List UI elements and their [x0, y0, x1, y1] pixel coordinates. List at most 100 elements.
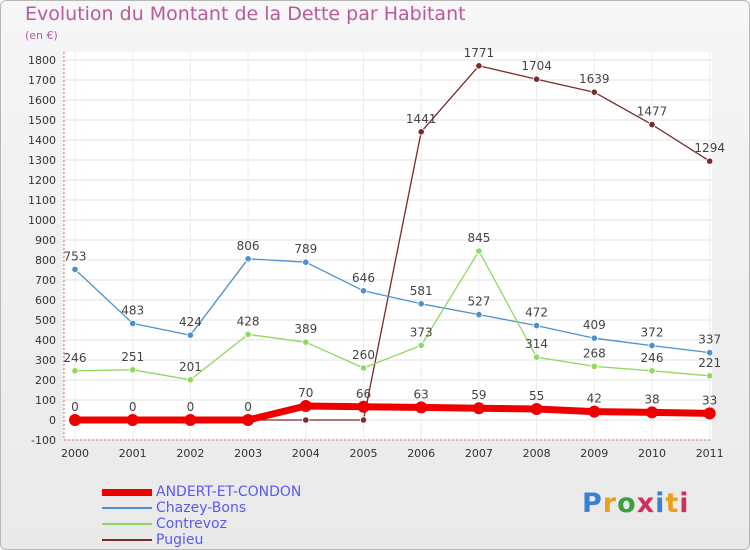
data-label: 246: [64, 351, 87, 365]
data-point: [646, 406, 658, 419]
data-point: [706, 157, 714, 165]
data-label: 1704: [521, 59, 552, 73]
x-tick-label: 2005: [350, 447, 378, 460]
data-point: [590, 88, 598, 96]
y-tick-label: 700: [35, 274, 56, 287]
y-tick-label: 1100: [28, 194, 56, 207]
data-point: [242, 414, 255, 426]
data-label: 789: [294, 242, 317, 256]
legend-swatch: [102, 539, 152, 541]
data-point: [302, 338, 310, 346]
data-label: 221: [698, 356, 721, 370]
data-label: 1477: [637, 105, 668, 119]
data-point: [417, 341, 425, 349]
data-label: 0: [187, 400, 195, 414]
y-tick-label: 1400: [28, 134, 56, 147]
unit-label: (en €): [25, 29, 58, 42]
y-tick-label: 200: [35, 374, 56, 387]
x-tick-label: 2009: [580, 447, 608, 460]
data-point: [415, 401, 428, 414]
data-label: 527: [467, 295, 490, 309]
legend-swatch: [102, 488, 152, 496]
x-tick-label: 2004: [292, 447, 320, 460]
series-line: [74, 258, 711, 354]
data-label: 0: [71, 400, 79, 414]
data-label: 424: [179, 315, 202, 329]
data-point: [186, 376, 194, 384]
data-label: 268: [583, 346, 606, 360]
proxiti-logo: Proxiti: [582, 488, 690, 519]
y-tick-label: 0: [49, 414, 56, 427]
data-label: 581: [410, 284, 433, 298]
data-point: [648, 121, 656, 129]
x-tick-label: 2011: [696, 447, 724, 460]
data-label: 753: [64, 249, 87, 263]
y-tick-label: 1200: [28, 174, 56, 187]
data-label: 0: [129, 400, 137, 414]
x-tick-label: 2006: [407, 447, 435, 460]
y-tick-label: 800: [35, 254, 56, 267]
data-label: 38: [644, 392, 659, 406]
x-tick-label: 2000: [61, 447, 89, 460]
data-label: 1771: [464, 46, 495, 60]
data-label: 70: [298, 386, 313, 400]
y-tick-label: 1700: [28, 74, 56, 87]
data-label: 59: [471, 388, 486, 402]
data-label: 55: [529, 389, 544, 403]
data-point: [532, 353, 541, 361]
data-label: 372: [641, 326, 664, 340]
data-point: [475, 247, 483, 255]
y-tick-label: 1800: [28, 54, 56, 67]
chart-title: Evolution du Montant de la Dette par Hab…: [25, 3, 466, 25]
plot-area: [64, 52, 712, 440]
data-point: [129, 319, 137, 327]
x-tick-label: 2003: [234, 447, 262, 460]
data-point: [706, 372, 714, 380]
data-label: 1294: [694, 141, 725, 155]
data-point: [129, 366, 137, 374]
data-point: [588, 405, 601, 418]
data-point: [299, 400, 312, 412]
data-point: [244, 255, 252, 263]
data-point: [359, 364, 368, 372]
data-point: [417, 128, 425, 136]
data-point: [126, 414, 139, 426]
legend-swatch: [102, 507, 152, 509]
data-point: [475, 62, 483, 70]
data-label: 337: [698, 333, 721, 347]
data-point: [532, 75, 541, 83]
data-point: [184, 414, 197, 426]
series-line: [71, 402, 714, 424]
data-point: [648, 367, 656, 375]
data-point: [532, 321, 541, 330]
data-label: 246: [641, 351, 664, 365]
data-point: [244, 330, 252, 338]
y-tick-label: 300: [35, 354, 56, 367]
data-label: 428: [237, 314, 260, 328]
data-label: 1441: [406, 112, 437, 126]
data-point: [703, 407, 716, 420]
data-label: 260: [352, 348, 375, 362]
data-label: 845: [467, 231, 490, 245]
series-line: [74, 250, 711, 381]
x-tick-label: 2001: [119, 447, 147, 460]
data-point: [302, 258, 310, 266]
x-tick-label: 2007: [465, 447, 493, 460]
data-point: [359, 287, 368, 295]
data-label: 472: [525, 306, 548, 320]
data-label: 389: [294, 322, 317, 336]
data-point: [359, 416, 368, 424]
y-tick-label: 1000: [28, 214, 56, 227]
legend-swatch: [102, 523, 152, 525]
data-point: [186, 331, 194, 339]
data-label: 201: [179, 360, 202, 374]
data-point: [302, 416, 310, 424]
data-label: 806: [237, 239, 260, 253]
y-tick-label: 600: [35, 294, 56, 307]
y-tick-label: 400: [35, 334, 56, 347]
data-point: [71, 265, 79, 273]
data-point: [475, 310, 483, 319]
data-point: [590, 362, 598, 370]
x-tick-label: 2010: [638, 447, 666, 460]
